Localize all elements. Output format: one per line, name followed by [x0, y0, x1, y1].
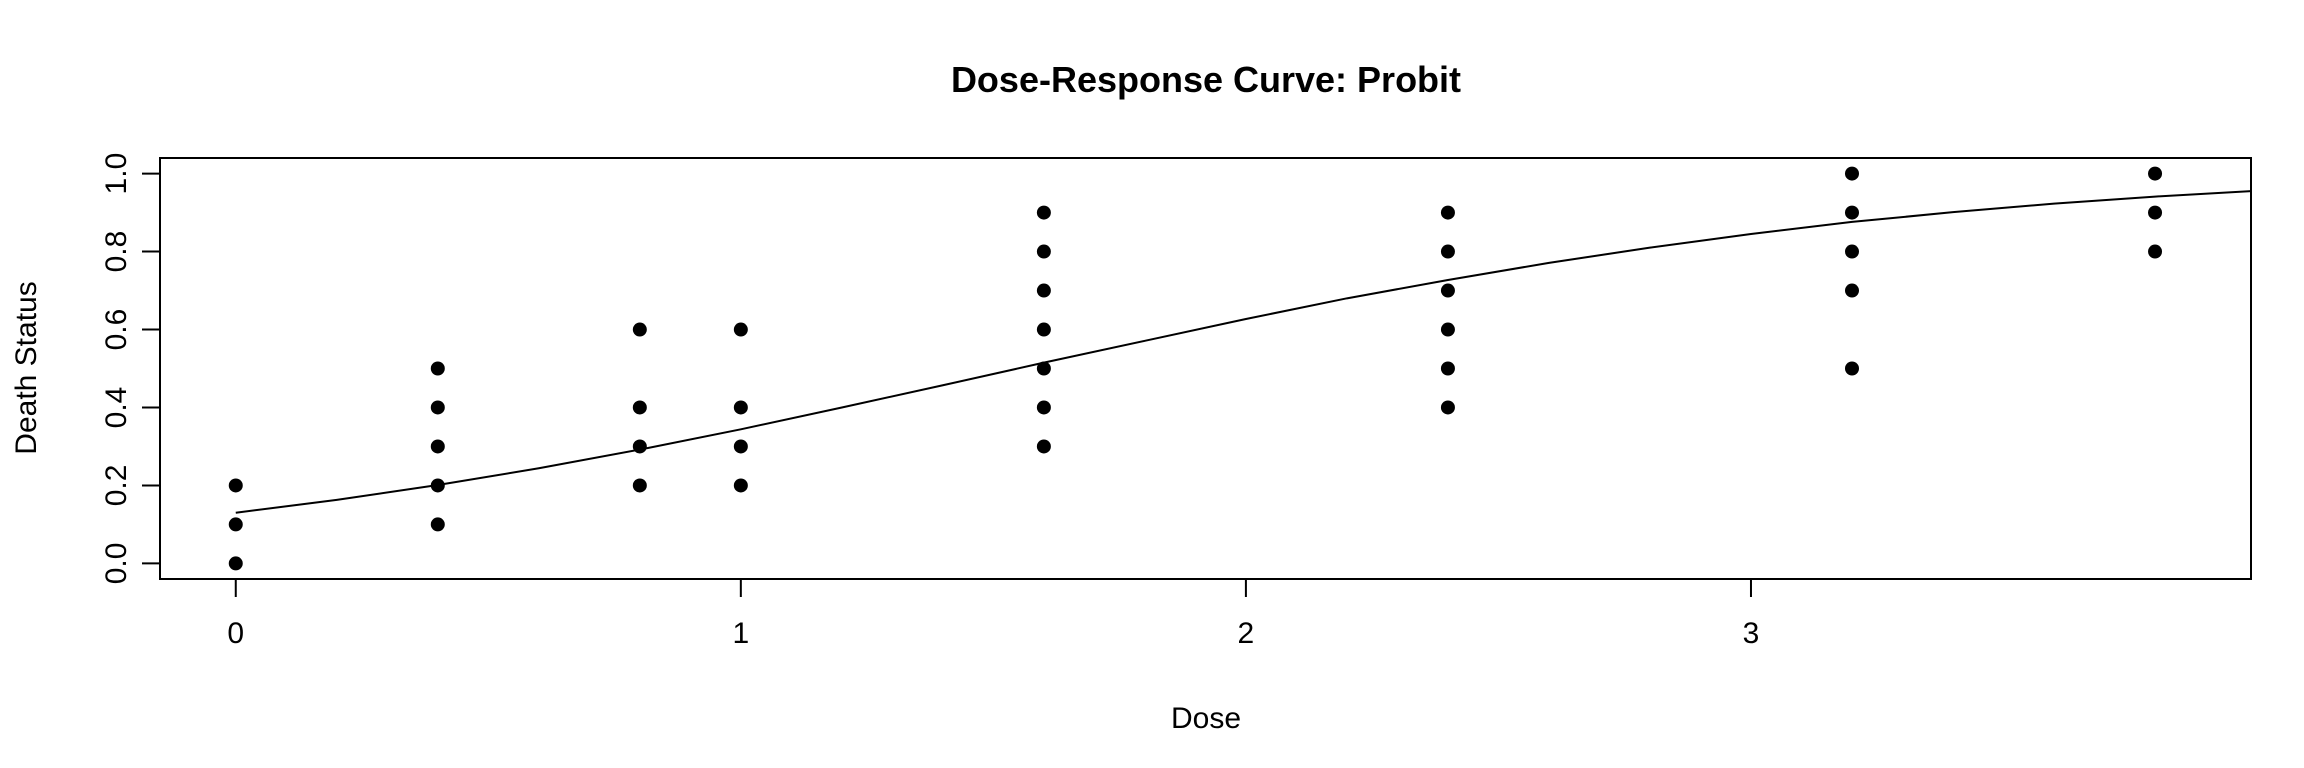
x-axis-label: Dose	[1171, 702, 1241, 735]
y-axis: 0.0 0.2 0.4 0.6 0.8 1.0	[100, 153, 161, 585]
x-axis: 0 1 2 3	[227, 578, 1760, 650]
data-point	[1036, 283, 1051, 298]
data-point	[1440, 322, 1455, 337]
y-tick-label: 0.6	[100, 309, 133, 351]
data-point	[228, 556, 243, 571]
data-point	[632, 322, 647, 337]
data-points	[228, 166, 2163, 571]
data-point	[1036, 205, 1051, 220]
data-point	[430, 478, 445, 493]
data-point	[632, 439, 647, 454]
x-tick-label: 1	[732, 617, 749, 650]
data-point	[733, 478, 748, 493]
probit-fit-line	[235, 190, 2252, 514]
data-point	[1844, 283, 1859, 298]
data-point	[430, 361, 445, 376]
data-point	[1844, 166, 1859, 181]
y-tick-label: 1.0	[100, 153, 133, 195]
data-point	[1036, 439, 1051, 454]
y-tick-label: 0.2	[100, 465, 133, 507]
data-point	[2148, 244, 2163, 259]
data-point	[1440, 205, 1455, 220]
y-tick-label: 0.8	[100, 231, 133, 273]
data-point	[1440, 400, 1455, 415]
data-point	[228, 478, 243, 493]
data-point	[1440, 244, 1455, 259]
data-point	[733, 400, 748, 415]
data-point	[632, 400, 647, 415]
data-point	[430, 517, 445, 532]
data-point	[733, 439, 748, 454]
y-tick-label: 0.4	[100, 387, 133, 429]
data-point	[1844, 361, 1859, 376]
data-point	[1440, 361, 1455, 376]
data-point	[1036, 322, 1051, 337]
data-point	[430, 439, 445, 454]
data-point	[733, 322, 748, 337]
data-point	[1844, 205, 1859, 220]
data-point	[2148, 205, 2163, 220]
x-tick-label: 0	[227, 617, 244, 650]
data-point	[2148, 166, 2163, 181]
data-point	[1036, 400, 1051, 415]
chart-title: Dose-Response Curve: Probit	[951, 59, 1461, 100]
y-axis-label: Death Status	[10, 281, 43, 454]
data-point	[228, 517, 243, 532]
data-point	[1440, 283, 1455, 298]
data-point	[1036, 361, 1051, 376]
x-tick-label: 3	[1743, 617, 1760, 650]
x-tick-label: 2	[1238, 617, 1255, 650]
data-point	[632, 478, 647, 493]
y-tick-label: 0.0	[100, 543, 133, 585]
data-point	[1036, 244, 1051, 259]
plot-frame	[159, 157, 2252, 580]
data-point	[1844, 244, 1859, 259]
data-point	[430, 400, 445, 415]
